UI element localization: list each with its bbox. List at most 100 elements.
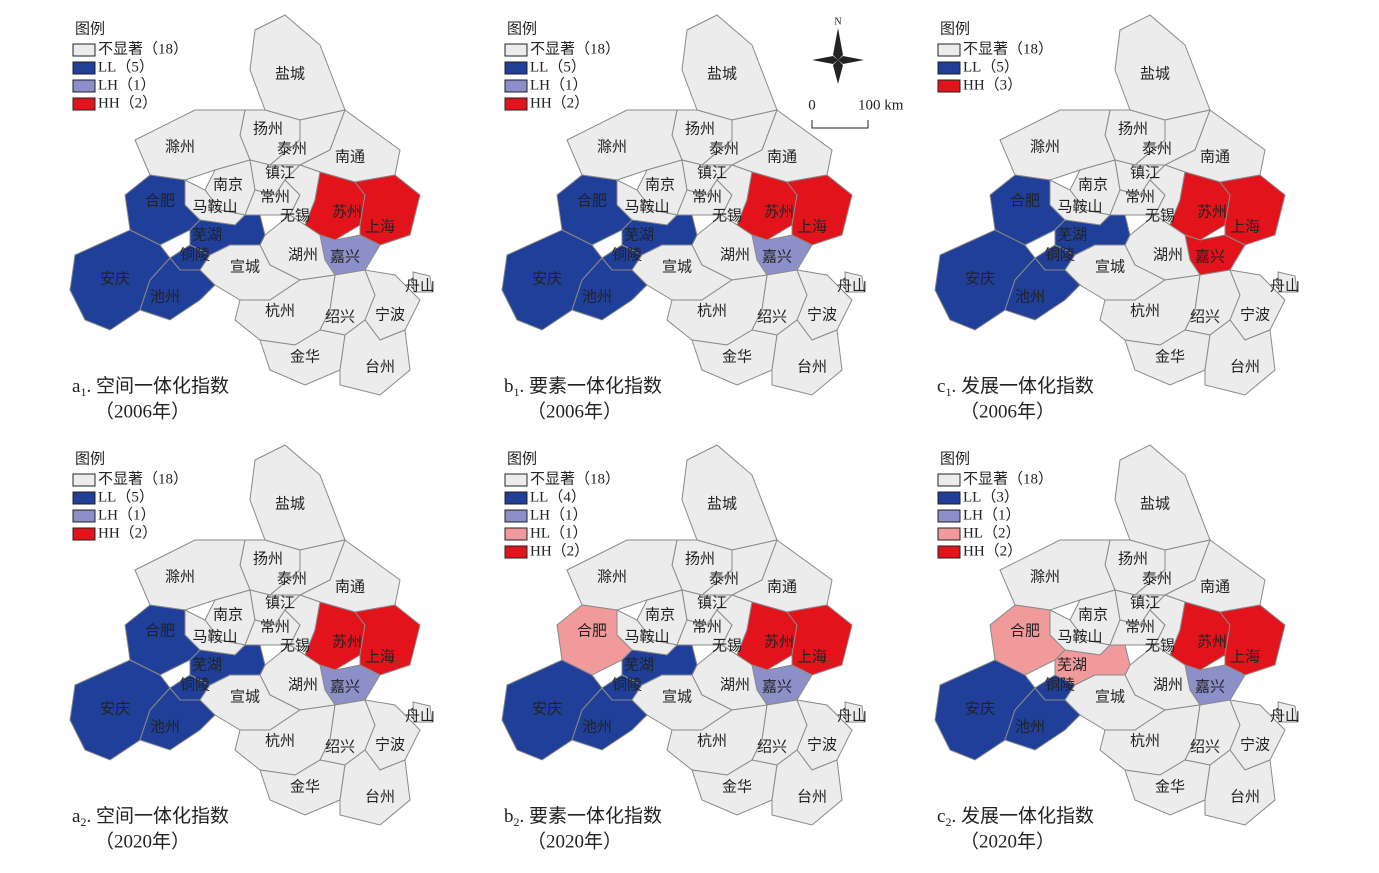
city-label: 嘉兴 [1195, 678, 1225, 695]
caption-year: （2006年） [527, 400, 622, 422]
city-label: 铜陵 [180, 246, 210, 263]
city-label: 南京 [1078, 176, 1108, 193]
region [139, 257, 216, 321]
caption-index: 1 [514, 385, 520, 399]
legend-label: HH（2） [530, 542, 589, 559]
region [844, 271, 865, 293]
region [412, 271, 433, 293]
legend-swatch [937, 79, 961, 93]
city-label: 金华 [722, 348, 752, 365]
caption-letter: c [937, 806, 945, 827]
legend-label: 不显著（18） [530, 40, 620, 57]
city-label: 合肥 [1010, 192, 1040, 209]
city-label: 扬州 [1118, 120, 1148, 137]
city-label: 苏州 [764, 203, 794, 220]
scale-line [811, 120, 869, 129]
legend-label: HL（2） [963, 524, 1021, 541]
city-label: 常州 [1125, 618, 1155, 635]
city-label: 金华 [290, 778, 320, 795]
region [1277, 271, 1298, 293]
legend-label: 不显著（18） [963, 470, 1053, 487]
legend-swatch [504, 79, 528, 93]
city-label: 滁州 [597, 568, 627, 585]
legend-label: LH（1） [530, 76, 588, 93]
city-label: 上海 [1230, 218, 1260, 235]
caption: c1. 发展一体化指数 [937, 375, 1094, 398]
city-label: 宁波 [375, 736, 405, 753]
compass-needle [833, 60, 843, 84]
city-label: 马鞍山 [192, 628, 237, 645]
city-label: 嘉兴 [330, 248, 360, 265]
city-label: 宣城 [230, 688, 260, 705]
city-label: 盐城 [1140, 65, 1170, 82]
city-label: 湖州 [1153, 676, 1183, 693]
city-label: 无锡 [1145, 637, 1175, 654]
city-label: 南京 [213, 176, 243, 193]
city-label: 泰州 [709, 570, 739, 587]
city-label: 安庆 [965, 700, 995, 717]
caption-index: 2 [80, 815, 86, 829]
legend-label: LL（5） [963, 58, 1019, 75]
caption-year: （2006年） [960, 400, 1055, 422]
legend-title: 图例 [507, 20, 537, 37]
city-label: 绍兴 [325, 738, 355, 755]
city-label: 湖州 [288, 676, 318, 693]
city-label: 扬州 [253, 120, 283, 137]
legend-label: HH（2） [98, 94, 157, 111]
legend-title: 图例 [940, 450, 970, 467]
city-label: 杭州 [697, 302, 727, 319]
city-label: 宣城 [662, 258, 692, 275]
legend-title: 图例 [75, 20, 105, 37]
city-label: 上海 [1230, 648, 1260, 665]
region [771, 319, 843, 396]
city-label: 上海 [365, 218, 395, 235]
city-label: 宁波 [375, 306, 405, 323]
scale-bar: 0 100 km [808, 97, 904, 129]
legend-label: LL（5） [98, 488, 154, 505]
city-label: 台州 [797, 358, 827, 375]
city-label: 无锡 [712, 207, 742, 224]
city-label: 南京 [645, 606, 675, 623]
city-label: 安庆 [100, 700, 130, 717]
caption-title: . 空间一体化指数 [86, 375, 229, 397]
city-label: 马鞍山 [1057, 628, 1102, 645]
city-label: 安庆 [532, 700, 562, 717]
legend-label: LL（4） [530, 488, 586, 505]
city-label: 上海 [797, 218, 827, 235]
region [571, 257, 648, 321]
legend-title: 图例 [75, 450, 105, 467]
legend-swatch [937, 509, 961, 523]
region [1004, 257, 1081, 321]
caption-index: 1 [945, 385, 951, 399]
legend-swatch [504, 527, 528, 541]
city-label: 泰州 [1142, 140, 1172, 157]
region [339, 749, 411, 826]
caption-title: . 发展一体化指数 [951, 375, 1094, 397]
legend-swatch [72, 97, 96, 111]
city-label: 台州 [365, 358, 395, 375]
city-label: 池州 [1015, 718, 1045, 735]
caption: b2. 要素一体化指数 [504, 805, 662, 828]
city-label: 无锡 [280, 637, 310, 654]
legend-label: LH（1） [530, 506, 588, 523]
city-label: 嘉兴 [1195, 248, 1225, 265]
compass-needle [838, 56, 864, 64]
city-label: 合肥 [145, 192, 175, 209]
caption-index: 2 [945, 815, 951, 829]
city-label: 镇江 [697, 164, 727, 181]
legend-label: HH（2） [963, 542, 1022, 559]
region [844, 701, 865, 723]
legend-label: HH（2） [530, 94, 589, 111]
legend-swatch [504, 61, 528, 75]
city-label: 池州 [1015, 288, 1045, 305]
city-label: 绍兴 [757, 308, 787, 325]
city-label: 湖州 [1153, 246, 1183, 263]
city-label: 舟山 [405, 707, 435, 724]
city-label: 苏州 [764, 633, 794, 650]
region [771, 749, 843, 826]
city-label: 杭州 [1130, 302, 1160, 319]
city-label: 滁州 [165, 568, 195, 585]
city-label: 南通 [1200, 578, 1230, 595]
